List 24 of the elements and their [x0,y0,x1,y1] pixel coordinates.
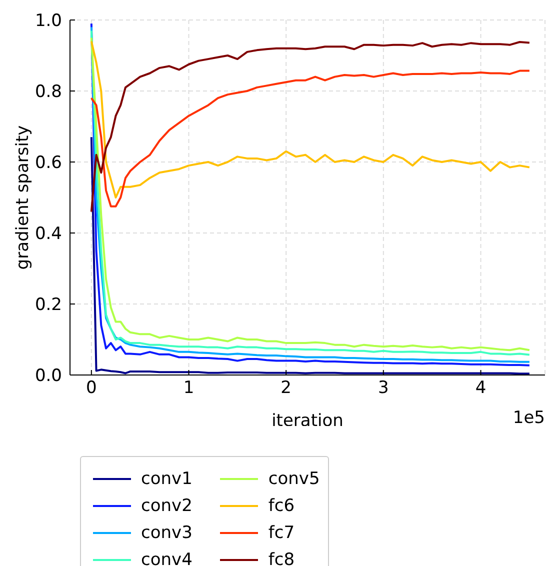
legend-label: fc7 [268,522,295,542]
y-tick-label: 1.0 [34,11,62,31]
line-series [90,70,530,208]
legend-label: conv3 [141,522,192,542]
x-tick-label: 2 [280,378,292,398]
legend-label: conv2 [141,496,192,516]
line-series [90,136,530,375]
y-tick-label: 0.8 [34,82,62,102]
x-tick-label: 0 [86,378,97,398]
legend-label: conv1 [141,468,192,488]
legend-label: fc8 [268,550,295,566]
x-axis-title: iteration [272,411,344,431]
y-tick-label: 0.4 [34,224,62,244]
x-tick-label: 3 [378,378,389,398]
legend-label: conv5 [268,468,320,488]
y-tick-label: 0.0 [34,366,62,386]
legend-label: fc6 [268,496,295,516]
y-tick-label: 0.2 [34,295,62,315]
y-axis-title: gradient sparsity [13,125,34,270]
text: 1e5 [512,408,545,428]
y-tick-label: 0.6 [34,153,62,173]
x-tick-label: 4 [475,378,486,398]
legend-label: conv4 [141,550,192,566]
x-tick-label: 1 [183,378,194,398]
